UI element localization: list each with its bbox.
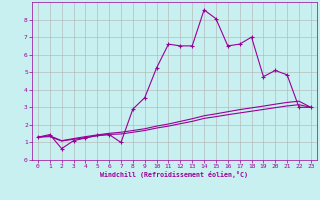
X-axis label: Windchill (Refroidissement éolien,°C): Windchill (Refroidissement éolien,°C) <box>100 171 248 178</box>
